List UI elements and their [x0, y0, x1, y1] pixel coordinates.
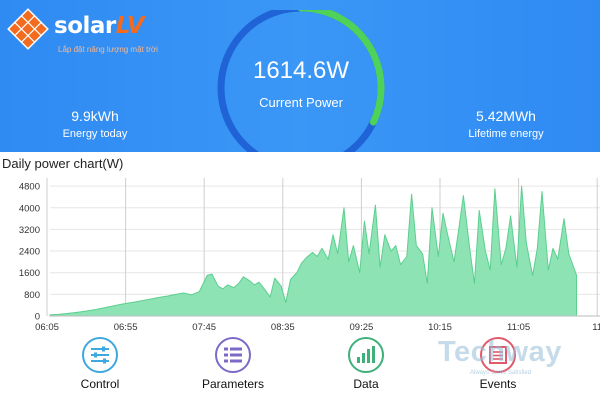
gauge-progress-arc [297, 4, 385, 126]
x-tick-label: 11 [592, 322, 600, 332]
brand-logo: solarLV Lắp đặt năng lượng mặt trời [4, 6, 174, 56]
brand-name: solarLV [54, 13, 145, 39]
nav-data-label: Data [353, 377, 379, 391]
x-tick-label: 10:15 [428, 322, 452, 332]
energy-today-label: Energy today [62, 128, 128, 140]
x-tick-label: 06:05 [35, 322, 59, 332]
lifetime-energy-value: 5.42MWh [476, 108, 536, 124]
x-tick-label: 09:25 [350, 322, 374, 332]
nav-control[interactable]: Control [45, 332, 155, 391]
current-power-value: 1614.6W [252, 57, 350, 84]
nav-parameters[interactable]: Parameters [178, 332, 288, 391]
list-icon [215, 337, 251, 373]
watermark-tagline: Always Serve Satisfied [470, 370, 532, 376]
nav-control-label: Control [80, 377, 120, 391]
nav-parameters-label: Parameters [201, 377, 265, 391]
energy-today-value: 9.9kWh [71, 108, 119, 124]
y-tick-label: 800 [24, 290, 40, 301]
current-power-label: Current Power [259, 95, 343, 110]
x-tick-label: 11:05 [507, 322, 530, 332]
bar-chart-icon [348, 337, 384, 373]
document-icon [480, 337, 516, 373]
y-tick-label: 4000 [19, 203, 40, 214]
lifetime-energy-stat: 5.42MWh Lifetime energy [446, 108, 566, 140]
nav-data[interactable]: Data [311, 332, 421, 391]
y-tick-label: 3200 [19, 225, 40, 236]
y-tick-label: 4800 [19, 182, 40, 193]
current-power-gauge: 1614.6W Current Power [192, 4, 410, 172]
sliders-icon [82, 337, 118, 373]
y-tick-label: 2400 [19, 247, 40, 258]
y-tick-label: 0 [35, 312, 40, 323]
solar-panel-logo-icon [7, 8, 49, 50]
header: solarLV Lắp đặt năng lượng mặt trời 1614… [0, 0, 600, 172]
power-area-series [49, 185, 578, 317]
x-tick-label: 06:55 [114, 322, 138, 332]
nav-events-label: Events [479, 377, 517, 391]
daily-power-chart: 06:05 06:55 07:45 08:35 09:25 10:15 11:05 11 0 80… [19, 178, 600, 332]
y-tick-label: 1600 [19, 268, 40, 279]
bottom-nav: Control Parameters Data [0, 332, 600, 400]
x-tick-label: 08:35 [271, 322, 295, 332]
nav-events[interactable]: Events [443, 332, 553, 391]
energy-today-stat: 9.9kWh Energy today [40, 108, 150, 140]
x-tick-label: 07:45 [192, 322, 216, 332]
chart-title: Daily power chart(W) [2, 156, 124, 171]
brand-tagline: Lắp đặt năng lượng mặt trời [58, 45, 158, 54]
lifetime-energy-label: Lifetime energy [468, 128, 544, 140]
watermark-logo: Techway [438, 336, 562, 368]
